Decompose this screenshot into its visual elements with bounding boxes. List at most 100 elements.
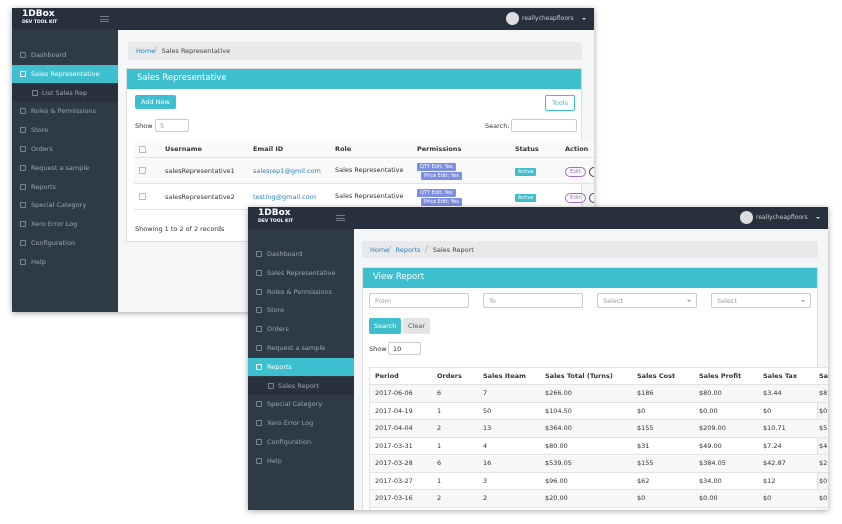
sidebar-item[interactable]: Configuration [12, 234, 118, 252]
table-row: salesRepresentative1 salesrep1@gmil.com Sa… [134, 157, 594, 184]
sidebar-item[interactable]: Special Category [12, 196, 118, 214]
date-input[interactable]: From [369, 293, 469, 308]
select-input[interactable]: Select [711, 293, 811, 308]
cell-email[interactable]: testing@gmail.com [248, 183, 330, 210]
sidebar-item[interactable]: Special Category [248, 395, 354, 413]
header-cell[interactable]: Sales Total (Turns) [540, 367, 632, 385]
sidebar-item[interactable]: Roles & Permissions [12, 102, 118, 120]
sidebar-item[interactable]: Sales Report [248, 376, 354, 395]
page-size-select[interactable]: 5 [155, 119, 189, 132]
sidebar-icon [20, 52, 26, 58]
permission-badge: Price Edit: Yes [421, 197, 462, 206]
sidebar-item[interactable]: Request a sample [12, 159, 118, 177]
sidebar-item[interactable]: Request a sample [248, 339, 354, 357]
sidebar-item[interactable]: Help [248, 452, 354, 470]
cell: $42.87 [758, 454, 814, 473]
sidebar-item[interactable]: Roles & Permissions [248, 283, 354, 301]
sidebar-icon [20, 70, 26, 77]
btn-search[interactable]: Search [369, 318, 402, 334]
header-cell[interactable]: Period [369, 367, 432, 385]
header-cell[interactable]: Sales Tax [758, 367, 814, 385]
header-cell[interactable]: Sales Discount [814, 367, 828, 385]
sidebar-item[interactable]: Sales Representative [248, 264, 354, 282]
sidebar-item[interactable]: Orders [12, 140, 118, 158]
table-row: 2017-03-1522$20.00$0$0.00$0$0 [369, 507, 828, 510]
cell-status: Active [510, 157, 560, 184]
cell: $186 [632, 384, 694, 403]
sidebar-item[interactable]: Reports [248, 357, 354, 376]
header-cell[interactable]: Permissions [412, 141, 510, 158]
btn-edit[interactable]: Edit [565, 166, 586, 177]
table-row: 2017-03-27 1 3 $96.00 $62 $34.00 $12 $0 [369, 472, 828, 490]
cell: $20.00 [540, 489, 632, 508]
sidebar-item[interactable]: Sales Representative [12, 64, 118, 83]
cell-role: Sales Representative [330, 183, 412, 210]
header-cell[interactable]: Role [330, 141, 412, 158]
date-input[interactable]: To [483, 293, 583, 308]
sidebar-item[interactable]: Reports [12, 178, 118, 196]
sidebar-icon [256, 401, 262, 408]
sidebar-item[interactable]: List Sales Rep [12, 83, 118, 102]
btn-add-new[interactable]: Add New [135, 95, 176, 109]
sidebar-item[interactable]: Configuration [248, 433, 354, 451]
btn-delete[interactable]: Delete [588, 192, 594, 203]
status-badge: Active [515, 193, 537, 202]
cell: 1 [432, 437, 478, 455]
sidebar-label: Roles & Permissions [267, 287, 333, 296]
sidebar-item[interactable]: Help [12, 253, 118, 271]
sidebar-label: Sales Representative [31, 69, 100, 78]
header-cell[interactable]: Orders [432, 367, 478, 385]
cell-permissions: QTY Edit: Yes Price Edit: Yes [412, 157, 510, 184]
menu-toggle[interactable] [336, 215, 345, 221]
sidebar-item[interactable]: Dashboard [248, 245, 354, 263]
btn-delete[interactable]: Delete [588, 166, 594, 177]
cell: 16 [478, 454, 540, 473]
header-row: Username Email ID Role Permissions Status Act… [134, 141, 594, 158]
cell: $20.00 [540, 507, 632, 510]
menu-toggle[interactable] [100, 16, 109, 22]
logo-subtitle: DEV TOOL KIT [22, 20, 58, 25]
status-badge: Active [515, 167, 537, 176]
sidebar-item[interactable]: Store [248, 301, 354, 319]
btn-tools[interactable]: Tools [544, 95, 575, 111]
sidebar-label: Store [31, 126, 49, 135]
sidebar-icon [20, 221, 26, 228]
header-cell[interactable]: Email ID [248, 141, 330, 158]
sidebar-item[interactable]: Xero Error Log [248, 414, 354, 432]
header-cell[interactable]: Action [560, 141, 594, 158]
breadcrumb-item[interactable]: Home [136, 47, 156, 55]
checkbox[interactable] [139, 145, 146, 153]
header-cell[interactable]: Status [510, 141, 560, 158]
cell [134, 157, 160, 184]
sidebar-icon [256, 307, 262, 314]
breadcrumb-item[interactable]: Reports [395, 246, 421, 254]
cell-username: salesRepresentative1 [160, 157, 248, 184]
sidebar-label: Roles & Permissions [31, 107, 97, 116]
breadcrumb: Home Sales Representative [128, 42, 582, 60]
header-cell[interactable]: Username [160, 141, 248, 158]
panel-header: View Report [363, 268, 817, 288]
user-menu[interactable]: reallycheapfloors [740, 211, 820, 225]
user-menu[interactable]: reallycheapfloors [506, 12, 586, 26]
header-cell[interactable]: Sales Iteam [478, 367, 540, 385]
cell: 2017-03-27 [369, 472, 432, 490]
search-input[interactable] [511, 119, 577, 132]
checkbox[interactable] [139, 167, 146, 174]
sidebar-item[interactable]: Dashboard [12, 46, 118, 64]
cell: $8.8 [814, 384, 828, 403]
sidebar-icon [256, 326, 262, 333]
page-size-select[interactable]: 10 [388, 342, 421, 355]
show-label: Show [135, 122, 153, 130]
cell-email[interactable]: salesrep1@gmil.com [248, 157, 330, 184]
breadcrumb-item[interactable]: Home [370, 246, 390, 254]
checkbox[interactable] [139, 193, 146, 200]
sidebar-item[interactable]: Store [12, 121, 118, 139]
sidebar-item[interactable]: Xero Error Log [12, 215, 118, 233]
header-cell[interactable]: Sales Profit [694, 367, 758, 385]
select-input[interactable]: Select [597, 293, 697, 308]
cell: $539.05 [540, 454, 632, 473]
header-cell[interactable]: Sales Cost [632, 367, 694, 385]
btn-edit[interactable]: Edit [565, 192, 586, 203]
sidebar-item[interactable]: Orders [248, 320, 354, 338]
btn-clear[interactable]: Clear [403, 318, 430, 334]
